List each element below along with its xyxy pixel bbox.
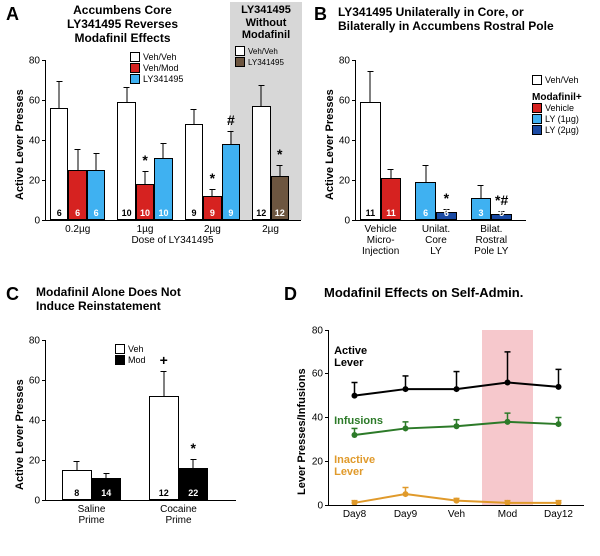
bar: 6: [415, 182, 436, 220]
panel-c-ylabel: Active Lever Presses: [14, 379, 26, 490]
bar: 9: [222, 144, 240, 220]
panel-a-plot: 0204060806660.2µg1010*101µg99*9#2µg1212*…: [45, 60, 301, 221]
bar: 9: [203, 196, 221, 220]
legend-item: Vehicle: [532, 103, 582, 113]
bar: 14: [92, 478, 122, 500]
x-label: 0.2µg: [50, 224, 105, 235]
x-label: 1µg: [117, 224, 172, 235]
x-label: 2µg: [185, 224, 240, 235]
x-label: Day12: [533, 509, 584, 520]
series-label: Active Lever: [334, 345, 367, 369]
panel-letter-d: D: [284, 284, 297, 305]
panel-d-ylabel: Lever Presses/Infusions: [296, 368, 308, 495]
bar: 11: [360, 102, 381, 220]
panel-b-plot: 0204060801111Vehicle Micro- Injection66*…: [355, 60, 526, 221]
x-label: Day9: [380, 509, 431, 520]
panel-a-xtitle: Dose of LY341495: [45, 235, 300, 246]
panel-d: D Modafinil Effects on Self-Admin. Lever…: [280, 280, 600, 556]
bar: 6: [68, 170, 86, 220]
bar: 12: [149, 396, 179, 500]
panel-b-legend: Veh/VehModafinil+VehicleLY (1µg)LY (2µg): [532, 75, 582, 136]
bar: 6: [87, 170, 105, 220]
panel-a-title: Accumbens Core LY341495 Reverses Modafin…: [40, 4, 205, 45]
panel-b: B LY341495 Unilaterally in Core, or Bila…: [310, 0, 600, 300]
panel-a: A Accumbens Core LY341495 Reverses Modaf…: [0, 0, 310, 300]
series-label: Inactive Lever: [334, 454, 375, 478]
panel-a-ylabel: Active Lever Presses: [14, 89, 26, 200]
x-label: Saline Prime: [62, 504, 121, 526]
bar: 6: [50, 108, 68, 220]
bar: 10: [136, 184, 154, 220]
legend-item: Veh: [115, 344, 146, 354]
x-label: Unilat. Core LY: [415, 224, 456, 257]
x-label: Cocaine Prime: [149, 504, 208, 526]
x-label: Mod: [482, 509, 533, 520]
bar: 12: [271, 176, 289, 220]
panel-letter-c: C: [6, 284, 19, 305]
panel-b-ylabel: Active Lever Presses: [324, 89, 336, 200]
legend-item: LY (2µg): [532, 125, 582, 135]
legend-item: Mod: [115, 355, 146, 365]
legend-item: LY (1µg): [532, 114, 582, 124]
legend-item: Veh/Veh: [235, 46, 284, 56]
bar: 9: [185, 124, 203, 220]
bar: 11: [381, 178, 402, 220]
bar: 12: [252, 106, 270, 220]
panel-c: C Modafinil Alone Does Not Induce Reinst…: [0, 280, 280, 556]
x-label: Vehicle Micro- Injection: [360, 224, 401, 257]
bar: 10: [154, 158, 172, 220]
panel-c-legend: VehMod: [115, 344, 146, 366]
panel-a-title-right: LY341495 Without Modafinil: [230, 4, 302, 42]
bar: 22: [179, 468, 209, 500]
series-label: Infusions: [334, 415, 383, 427]
x-label: 2µg: [252, 224, 289, 235]
panel-c-title: Modafinil Alone Does Not Induce Reinstat…: [36, 286, 236, 314]
panel-d-plot: 020406080Day8Day9VehModDay12Active Lever…: [328, 330, 584, 506]
x-label: Veh: [431, 509, 482, 520]
bar: 6: [436, 212, 457, 220]
bar: 3: [471, 198, 492, 220]
panel-letter-b: B: [314, 4, 327, 25]
x-label: Day8: [329, 509, 380, 520]
bar: 10: [117, 102, 135, 220]
bar: 8: [62, 470, 92, 500]
panel-b-title: LY341495 Unilaterally in Core, or Bilate…: [338, 6, 588, 34]
bar: 5: [491, 214, 512, 220]
x-label: Bilat. Rostral Pole LY: [471, 224, 512, 257]
panel-letter-a: A: [6, 4, 19, 25]
panel-d-title: Modafinil Effects on Self-Admin.: [324, 286, 584, 301]
